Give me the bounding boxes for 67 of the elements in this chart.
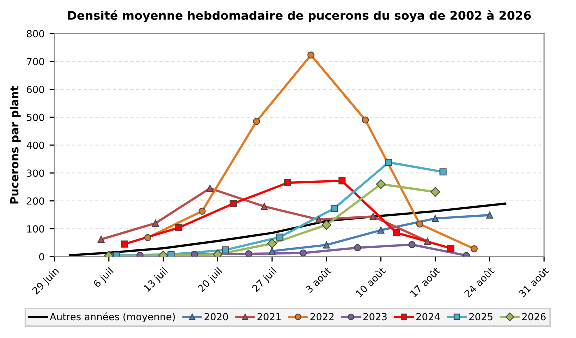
point [393, 229, 400, 236]
point [206, 185, 214, 192]
point [385, 159, 392, 166]
legend-label: Autres années (moyenne) [50, 312, 176, 322]
point [253, 118, 260, 126]
point [191, 251, 198, 257]
point [245, 250, 253, 257]
point [198, 208, 206, 215]
y-tick-label: 500 [27, 114, 44, 122]
point [300, 250, 307, 257]
point [408, 241, 416, 248]
legend-label: 2026 [522, 313, 546, 321]
point [424, 238, 432, 246]
point [152, 220, 160, 227]
legend-label: 2022 [310, 313, 334, 321]
point [267, 238, 278, 249]
legend-label: 2024 [416, 313, 440, 321]
point [136, 252, 144, 257]
point [222, 246, 230, 254]
x-tick-label: 27 juil [252, 267, 278, 294]
point [362, 116, 370, 124]
legend-label: 2025 [470, 313, 493, 321]
y-tick-label: 400 [26, 142, 44, 150]
point [354, 244, 362, 252]
y-tick-label: 0 [39, 253, 44, 261]
y-tick-label: 800 [27, 30, 44, 38]
point [338, 177, 346, 185]
point [276, 234, 284, 241]
point [370, 213, 377, 220]
point [378, 226, 385, 234]
legend-label: 2023 [364, 313, 387, 321]
point [322, 220, 332, 230]
point [470, 246, 478, 253]
y-tick-label: 300 [27, 170, 44, 178]
point [315, 216, 322, 224]
x-tick-label: 20 juil [197, 267, 224, 294]
point [416, 220, 424, 228]
legend-label: 2020 [204, 313, 228, 321]
point [432, 215, 440, 222]
y-tick-label: 600 [27, 86, 44, 94]
point [323, 242, 330, 249]
point [430, 187, 440, 198]
point [113, 252, 120, 257]
point [440, 168, 447, 176]
point [330, 205, 338, 212]
point [308, 52, 315, 59]
point [144, 234, 152, 242]
point [98, 236, 105, 244]
y-tick-label: 200 [27, 198, 44, 205]
chart-title: Densité moyenne hebdomadaire de pucerons du soya de 2002 à 2026 [68, 10, 532, 22]
point [261, 203, 268, 210]
point [486, 212, 494, 219]
x-tick-label: 6 juil [92, 267, 116, 290]
legend-label: 2021 [258, 313, 281, 321]
point [121, 240, 128, 248]
x-tick-label: 13 juil [143, 267, 170, 294]
point [168, 251, 175, 257]
y-tick-label: 700 [27, 58, 44, 66]
point [284, 179, 292, 187]
line-series [69, 202, 507, 257]
point [176, 224, 183, 232]
point [448, 244, 455, 252]
point [230, 200, 238, 208]
point [376, 180, 386, 190]
y-axis-title: Pucerons par plant [10, 86, 21, 204]
y-tick-label: 100 [28, 225, 44, 233]
point [268, 248, 276, 255]
